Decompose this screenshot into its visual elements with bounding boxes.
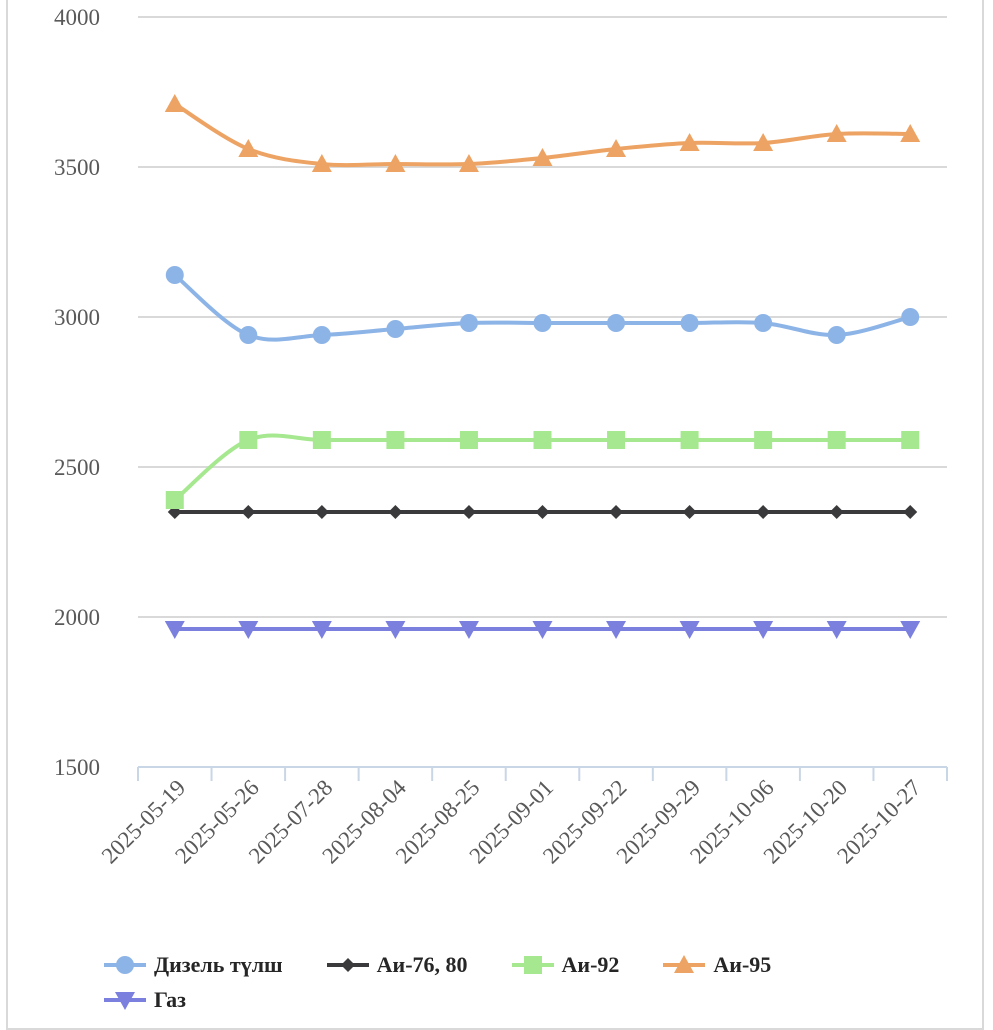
data-point — [682, 505, 697, 519]
data-point — [756, 505, 771, 519]
legend-label: Аи-92 — [561, 952, 620, 977]
data-point — [826, 124, 847, 142]
data-point — [533, 314, 552, 332]
data-point — [164, 94, 185, 112]
data-point — [533, 431, 552, 449]
data-point — [241, 505, 256, 519]
data-point — [754, 314, 773, 332]
data-point — [239, 431, 258, 449]
legend-marker — [116, 956, 134, 974]
data-point — [679, 621, 700, 639]
data-point — [606, 621, 627, 639]
data-point — [532, 148, 553, 166]
data-point — [461, 505, 476, 519]
data-point — [165, 266, 184, 284]
data-point — [607, 314, 626, 332]
legend-marker-icon — [511, 956, 554, 974]
legend-marker — [674, 955, 695, 973]
data-point — [679, 133, 700, 151]
legend: Дизель түлш Аи-76, 80 Аи-92 Аи-95 Газ — [104, 948, 924, 1018]
legend-label: Дизель түлш — [154, 952, 283, 977]
data-point — [901, 308, 920, 326]
data-point — [164, 621, 185, 639]
data-point — [532, 621, 553, 639]
data-point — [459, 314, 478, 332]
data-point — [827, 326, 846, 344]
legend-label: Газ — [154, 987, 186, 1012]
y-tick-label: 3000 — [54, 305, 100, 330]
data-point — [238, 139, 259, 157]
data-point — [900, 621, 921, 639]
data-point — [827, 431, 846, 449]
data-point — [826, 621, 847, 639]
data-point — [239, 326, 258, 344]
legend-item: Аи-76, 80 — [326, 948, 468, 982]
legend-item: Дизель түлш — [104, 948, 283, 982]
data-point — [311, 154, 332, 172]
legend-marker-icon — [104, 956, 146, 974]
data-point — [385, 154, 406, 172]
data-point — [314, 505, 329, 519]
data-point — [388, 505, 403, 519]
y-tick-label: 4000 — [54, 5, 100, 30]
legend-marker — [115, 992, 135, 1010]
data-point — [754, 431, 773, 449]
legend-marker-icon — [663, 955, 706, 973]
legend-item: Аи-92 — [511, 948, 620, 982]
y-tick-label: 2000 — [54, 605, 100, 630]
y-tick-label: 2500 — [54, 455, 100, 480]
data-point — [606, 139, 627, 157]
data-point — [165, 491, 184, 509]
data-point — [903, 505, 918, 519]
legend-marker-icon — [104, 992, 146, 1010]
data-point — [753, 621, 774, 639]
legend-label: Аи-76, 80 — [376, 952, 468, 977]
legend-item: Газ — [104, 983, 186, 1017]
y-tick-label: 1500 — [54, 755, 100, 780]
data-point — [458, 154, 479, 172]
data-point — [901, 431, 920, 449]
data-point — [900, 124, 921, 142]
data-point — [311, 621, 332, 639]
data-point — [386, 320, 405, 338]
data-point — [312, 326, 331, 344]
line-chart: 1500200025003000350040002025-05-192025-0… — [54, 5, 948, 868]
legend-item: Аи-95 — [663, 948, 771, 982]
legend-marker — [340, 958, 355, 972]
data-point — [680, 431, 699, 449]
legend-label: Аи-95 — [713, 952, 772, 977]
data-point — [607, 431, 626, 449]
data-point — [609, 505, 624, 519]
data-point — [680, 314, 699, 332]
data-point — [829, 505, 844, 519]
legend-marker — [523, 956, 542, 974]
y-tick-label: 3500 — [54, 155, 100, 180]
data-point — [458, 621, 479, 639]
data-point — [385, 621, 406, 639]
data-point — [753, 133, 774, 151]
legend-marker-icon — [326, 958, 369, 972]
data-point — [312, 431, 331, 449]
data-point — [459, 431, 478, 449]
data-point — [535, 505, 550, 519]
data-point — [238, 621, 259, 639]
data-point — [386, 431, 405, 449]
